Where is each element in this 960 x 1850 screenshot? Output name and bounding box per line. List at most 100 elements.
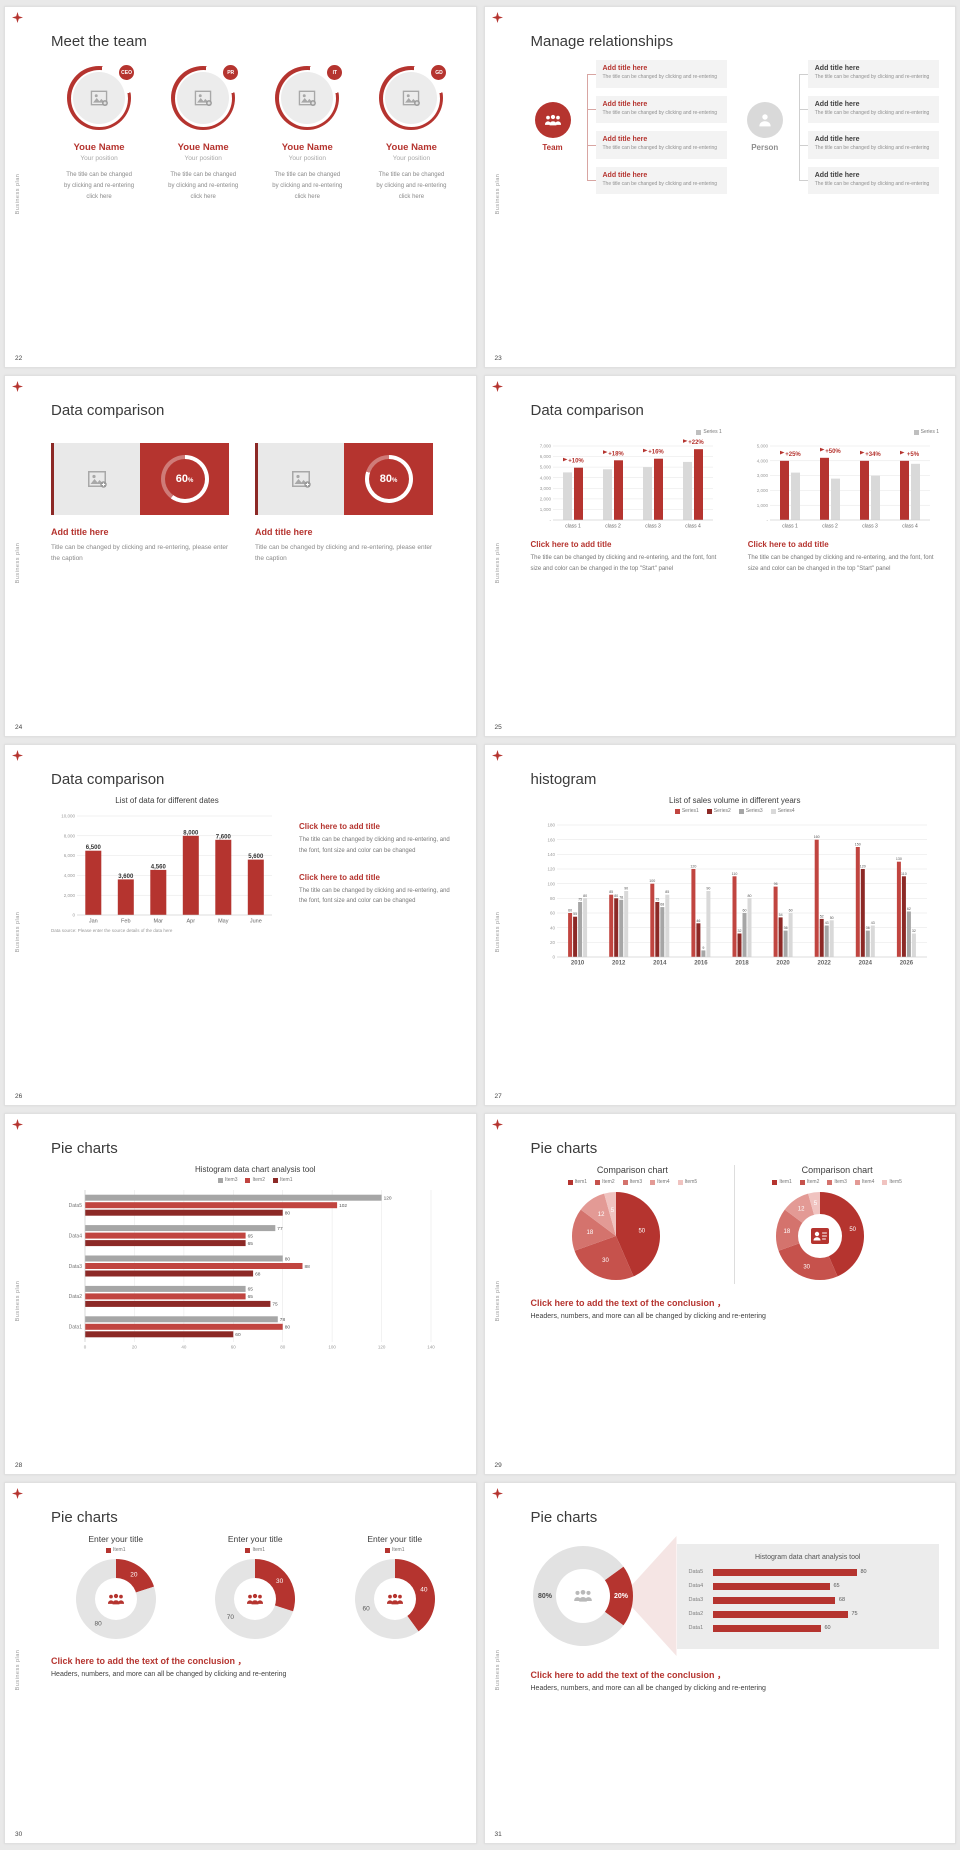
donut-column: Enter your title Item1 20 80	[51, 1534, 181, 1642]
svg-text:120: 120	[547, 867, 555, 872]
svg-text:20%: 20%	[613, 1593, 628, 1600]
member-badge: PR	[221, 63, 241, 82]
grouped-bar-chart: 5,000 4,000 3,000 2,000 1,000 - +25% class 1 +50…	[756, 444, 930, 530]
legend-item: Item4	[854, 1179, 874, 1185]
svg-text:Data3: Data3	[69, 1264, 83, 1270]
legend-swatch	[245, 1547, 251, 1553]
legend-item: Item1	[245, 1547, 265, 1553]
svg-text:54: 54	[778, 913, 782, 917]
svg-text:80: 80	[280, 1345, 286, 1350]
chart-legend: Item1 Item2 Item3 Item4 Item5	[567, 1179, 697, 1185]
svg-text:0: 0	[552, 955, 555, 960]
slide-26-data-comparison[interactable]: Business plan Data comparison List of da…	[4, 744, 477, 1106]
svg-text:Data5: Data5	[69, 1203, 83, 1209]
svg-text:78: 78	[619, 895, 623, 899]
chart-title: List of data for different dates	[115, 796, 219, 805]
chart-legend: Series 1	[748, 429, 939, 435]
svg-text:+5%: +5%	[907, 452, 920, 458]
svg-text:18: 18	[586, 1230, 593, 1236]
svg-text:2020: 2020	[776, 961, 790, 967]
slide-title: Data comparison	[51, 402, 165, 419]
svg-text:75: 75	[655, 898, 659, 902]
slide-30-pie-charts[interactable]: Business plan Pie charts Enter your titl…	[4, 1482, 477, 1844]
image-placeholder	[255, 443, 344, 515]
person-badge-icon	[772, 1188, 868, 1284]
conclusion-block: Click here to add the text of the conclu…	[531, 1296, 940, 1320]
legend-swatch	[595, 1179, 601, 1185]
svg-text:60: 60	[236, 1332, 242, 1338]
slide-27-histogram[interactable]: Business plan histogram List of sales vo…	[483, 744, 956, 1106]
people-group-icon	[573, 1589, 592, 1602]
svg-text:4,000: 4,000	[539, 475, 551, 480]
slide-23-manage-relationships[interactable]: Business plan Manage relationships Team A…	[483, 6, 956, 368]
slide-title: Data comparison	[530, 402, 644, 419]
team-members-row: CEO Youe Name Your position The title can b…	[51, 63, 460, 202]
slide-title: histogram	[530, 771, 597, 788]
person-icon	[746, 102, 783, 138]
slide-29-pie-charts[interactable]: Business plan Pie charts Comparison char…	[483, 1113, 956, 1475]
svg-text:Data4: Data4	[69, 1233, 83, 1239]
donut-chart-80-20: 20% 80%	[531, 1544, 635, 1648]
relation-item-title: Add title here	[814, 100, 860, 108]
panel-bar-row: Data2 75	[688, 1610, 928, 1618]
slide-24-data-comparison[interactable]: Business plan Data comparison 60% Add tit…	[4, 375, 477, 737]
legend-swatch	[738, 808, 744, 814]
svg-text:30: 30	[804, 1265, 811, 1271]
donut-chart: 40 60	[352, 1556, 438, 1642]
member-badge: GD	[429, 63, 449, 82]
svg-text:2012: 2012	[612, 961, 626, 967]
svg-text:-: -	[766, 518, 768, 523]
svg-text:2,000: 2,000	[64, 893, 76, 898]
panel-bar-value: 80	[860, 1569, 867, 1575]
panel-bar-label: Data2	[688, 1611, 704, 1617]
slide-31-pie-charts[interactable]: Business plan Pie charts 20% 80% Histogra…	[483, 1482, 956, 1844]
slide-25-data-comparison[interactable]: Business plan Data comparison Series 1 7,…	[483, 375, 956, 737]
svg-text:18: 18	[784, 1229, 791, 1235]
pie-column: Comparison chart Item1 Item2 Item3 Item4 Ite…	[734, 1165, 939, 1284]
svg-text:80: 80	[285, 1325, 291, 1331]
svg-text:102: 102	[339, 1203, 347, 1209]
svg-text:12: 12	[798, 1206, 805, 1212]
relation-item-title: Add title here	[814, 65, 860, 72]
relation-item: Add title here The title can be changed b…	[798, 131, 939, 159]
svg-text:2016: 2016	[694, 961, 708, 967]
svg-text:class 1: class 1	[565, 524, 581, 530]
relation-item-body: The title can be changed by clicking and…	[814, 180, 930, 187]
relation-item-body: The title can be changed by clicking and…	[602, 180, 718, 187]
relation-item-title: Add title here	[602, 65, 648, 72]
page-number: 22	[15, 355, 23, 362]
content-row: List of data for different dates 10,000 8,…	[51, 796, 460, 933]
compass-star-icon	[12, 750, 23, 766]
legend-swatch	[245, 1177, 251, 1183]
svg-text:50: 50	[850, 1227, 857, 1233]
svg-text:80: 80	[94, 1621, 102, 1628]
slide-22-meet-the-team[interactable]: Business plan Meet the team CEO Youe Name…	[4, 6, 477, 368]
donut-panel-row: 20% 80% Histogram data chart analysis too…	[531, 1536, 939, 1656]
caption-body: The title can be changed by clicking and…	[747, 555, 934, 572]
donut-chart-80-20: 20% 80%	[532, 1546, 633, 1646]
legend-swatch	[384, 1547, 390, 1553]
conclusion-title: Click here to add the text of the conclu…	[530, 1298, 727, 1308]
svg-text:12: 12	[597, 1212, 604, 1218]
member-description: The title can be changed by clicking and…	[376, 172, 447, 200]
slide-28-pie-charts[interactable]: Business plan Pie charts Histogram data …	[4, 1113, 477, 1475]
business-plan-vertical-label: Business plan	[494, 542, 501, 584]
legend-swatch	[650, 1179, 656, 1185]
legend-swatch	[913, 429, 919, 435]
comparison-donut-chart: Item1 Item2 Item3 Item4 Item5 50 30 18 12 5	[772, 1179, 902, 1284]
svg-text:4,000: 4,000	[64, 873, 76, 878]
legend-item: Item2	[245, 1177, 265, 1183]
chart-title: Histogram data chart analysis tool	[195, 1165, 316, 1174]
legend-swatch	[827, 1179, 833, 1185]
chart-legend: Series 1	[531, 429, 722, 435]
member-description: The title can be changed by clicking and…	[64, 172, 135, 200]
svg-text:130: 130	[896, 857, 902, 861]
svg-text:60: 60	[788, 909, 792, 913]
donut-chart: 30 70	[215, 1559, 296, 1639]
legend-item: Series2	[706, 808, 731, 814]
panel-title: Histogram data chart analysis tool	[755, 1553, 861, 1561]
legend-item: Item2	[799, 1179, 819, 1185]
compass-star-icon	[491, 12, 503, 23]
yearly-sales-bar-chart: List of sales volume in different years S…	[531, 796, 940, 969]
relation-item-title: Add title here	[602, 100, 648, 108]
